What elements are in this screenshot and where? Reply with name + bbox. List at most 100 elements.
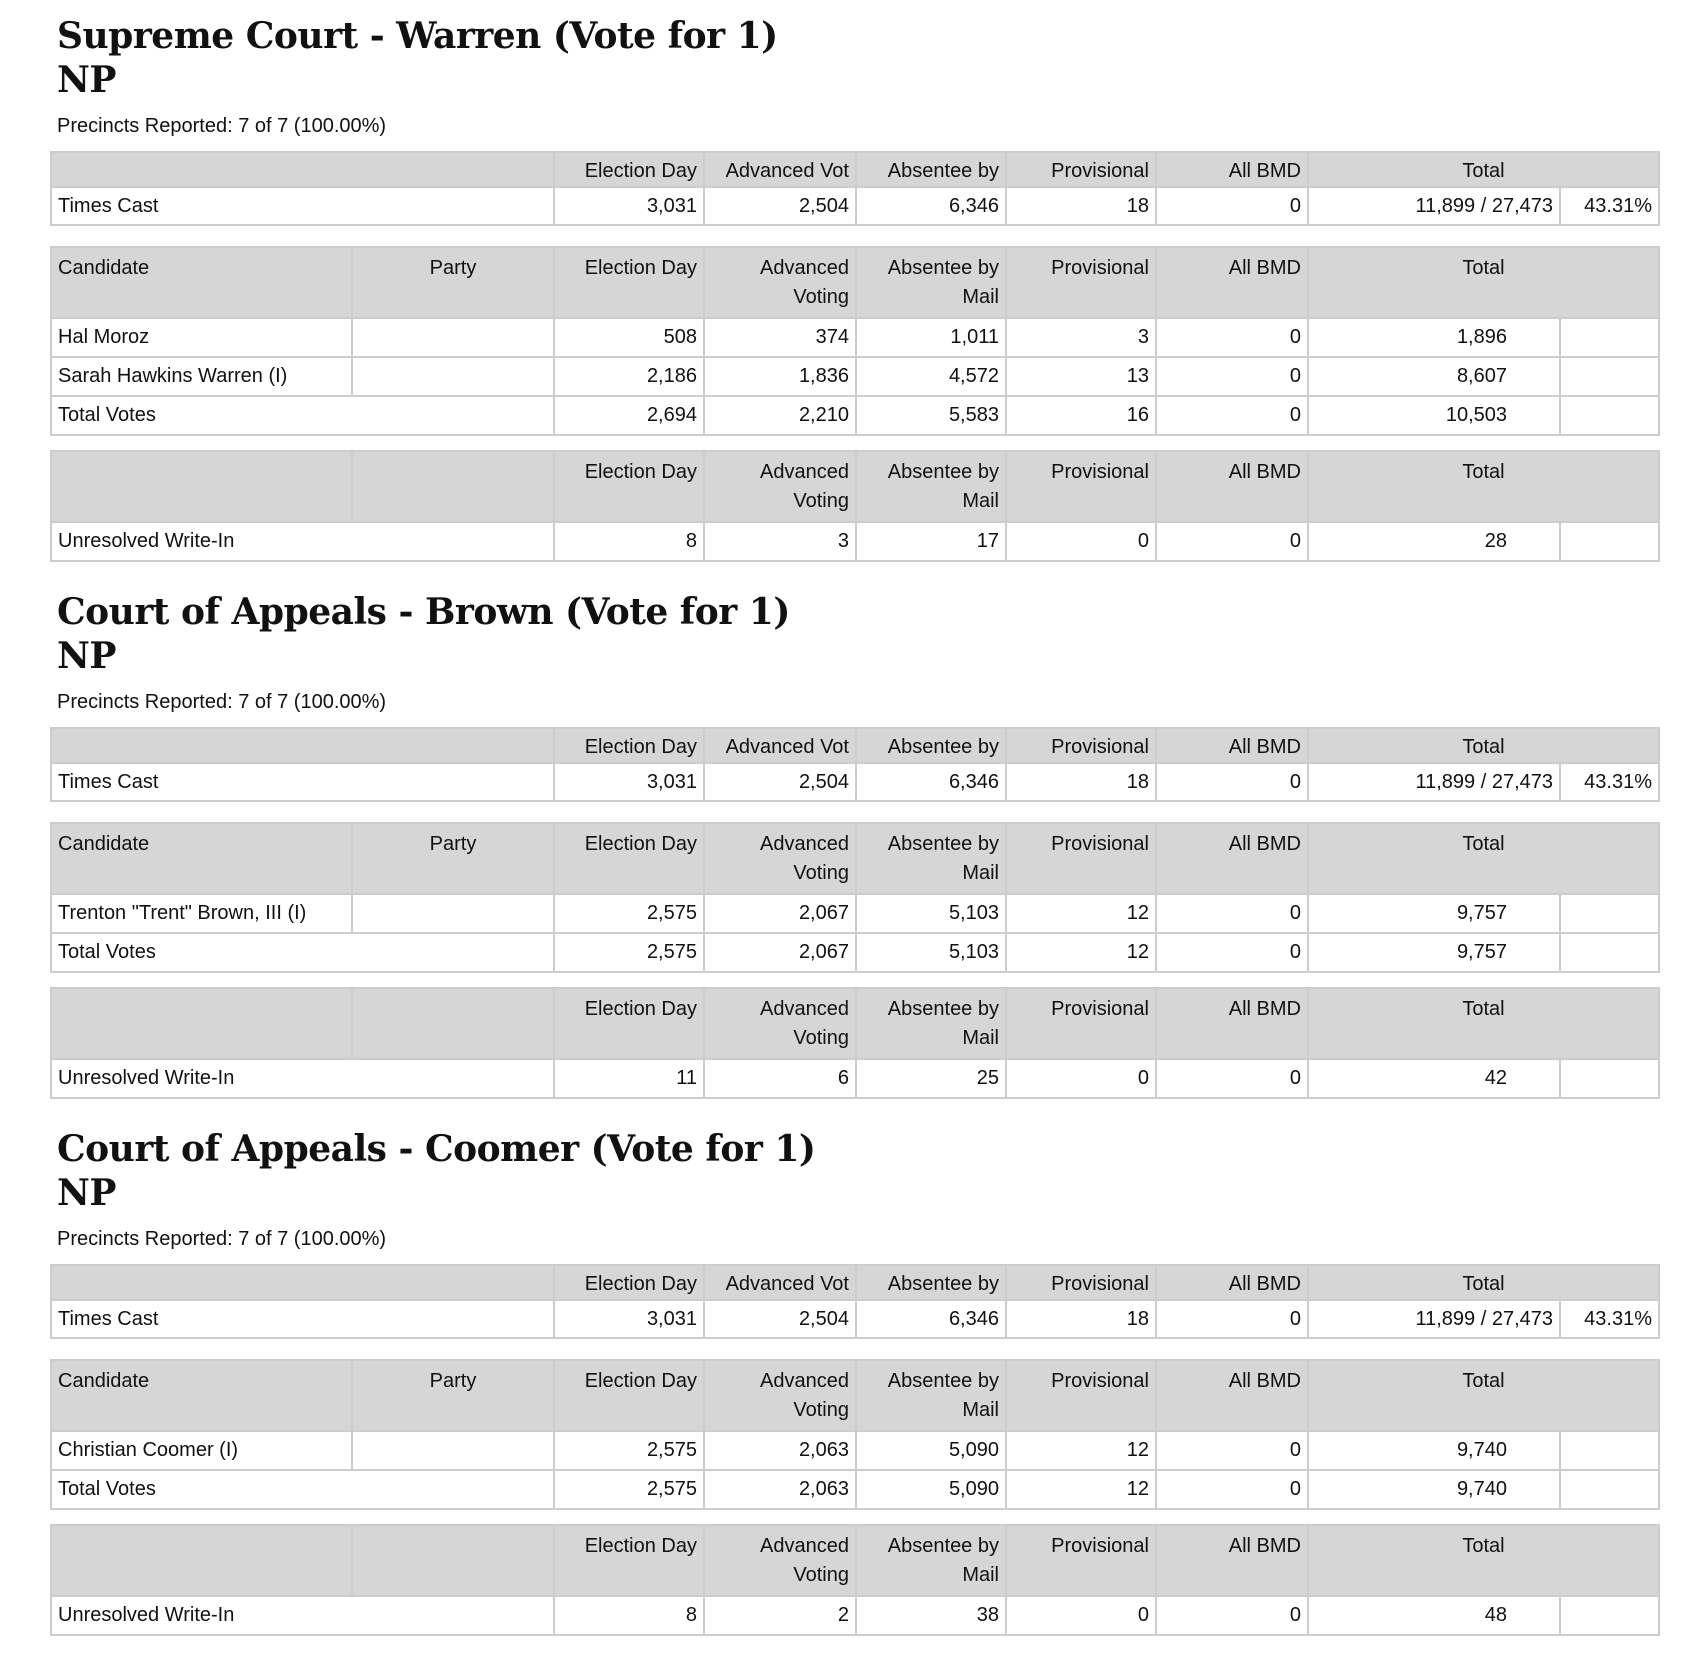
write-in-row: Unresolved Write-In 11 6 25 0 0 42: [50, 1058, 1660, 1099]
party-cell: [351, 356, 555, 397]
all-bmd-cell: 0: [1155, 932, 1309, 973]
advanced-voting-cell: 1,836: [703, 356, 857, 397]
absentee-by-mail-cell: 17: [855, 521, 1007, 562]
turnout-percent-cell: 43.31%: [1559, 1299, 1660, 1339]
election-day-header: Election Day: [553, 1264, 705, 1301]
absentee-by-mail-header: Absentee by Mail: [855, 822, 1007, 895]
table-header-row: Candidate Party Election Day Advanced Votin…: [50, 822, 1660, 895]
contest-section: Court of Appeals - Coomer (Vote for 1) NP…: [50, 1127, 1660, 1664]
provisional-cell: 12: [1005, 893, 1157, 934]
election-day-header: Election Day: [553, 727, 705, 764]
advanced-voting-header: Advanced Voting: [703, 1359, 857, 1432]
absentee-by-mail-cell: 38: [855, 1595, 1007, 1636]
all-bmd-cell: 0: [1155, 1430, 1309, 1471]
table-header-row: Election Day Advanced Vot Absentee by Provi…: [50, 727, 1660, 764]
absentee-by-mail-header: Absentee by: [855, 1264, 1007, 1301]
row-label: Times Cast: [50, 762, 555, 802]
election-day-header: Election Day: [553, 450, 705, 523]
provisional-cell: 18: [1005, 186, 1157, 226]
candidate-name: Sarah Hawkins Warren (I): [50, 356, 353, 397]
advanced-voting-header: Advanced Voting: [703, 1524, 857, 1597]
provisional-header: Provisional: [1005, 822, 1157, 895]
election-day-cell: 2,575: [553, 1469, 705, 1510]
percent-cell: [1559, 1469, 1660, 1510]
absentee-by-mail-header: Absentee by: [855, 151, 1007, 188]
table-row: Trenton "Trent" Brown, III (I) 2,575 2,067…: [50, 893, 1660, 934]
total-votes-row: Total Votes 2,575 2,063 5,090 12 0 9,740: [50, 1469, 1660, 1510]
total-cell: 11,899 / 27,473: [1307, 1299, 1561, 1339]
absentee-by-mail-cell: 5,103: [855, 932, 1007, 973]
absentee-by-mail-cell: 5,103: [855, 893, 1007, 934]
provisional-cell: 3: [1005, 317, 1157, 358]
advanced-voting-cell: 2: [703, 1595, 857, 1636]
percent-cell: [1559, 317, 1660, 358]
advanced-voting-cell: 2,067: [703, 893, 857, 934]
total-cell: 1,896: [1307, 317, 1561, 358]
row-label: Unresolved Write-In: [50, 1058, 555, 1099]
table-header-row: Candidate Party Election Day Advanced Votin…: [50, 1359, 1660, 1432]
write-in-table: Election Day Advanced Voting Absentee by M…: [50, 987, 1660, 1099]
total-header: Total: [1307, 1359, 1660, 1432]
total-header: Total: [1307, 987, 1660, 1060]
party-cell: [351, 1430, 555, 1471]
absentee-by-mail-header: Absentee by Mail: [855, 246, 1007, 319]
times-cast-row: Times Cast 3,031 2,504 6,346 18 0 11,899 / 27,…: [50, 762, 1660, 802]
write-in-row: Unresolved Write-In 8 2 38 0 0 48: [50, 1595, 1660, 1636]
total-cell: 10,503: [1307, 395, 1561, 436]
all-bmd-header: All BMD: [1155, 727, 1309, 764]
party-header: Party: [351, 246, 555, 319]
percent-cell: [1559, 356, 1660, 397]
all-bmd-header: All BMD: [1155, 987, 1309, 1060]
turnout-percent-cell: 43.31%: [1559, 186, 1660, 226]
party-cell: [351, 317, 555, 358]
election-day-cell: 11: [553, 1058, 705, 1099]
candidate-name: Trenton "Trent" Brown, III (I): [50, 893, 353, 934]
all-bmd-cell: 0: [1155, 893, 1309, 934]
absentee-by-mail-cell: 6,346: [855, 1299, 1007, 1339]
election-day-cell: 3,031: [553, 762, 705, 802]
provisional-header: Provisional: [1005, 1264, 1157, 1301]
absentee-by-mail-cell: 4,572: [855, 356, 1007, 397]
blank-header: [50, 151, 555, 188]
precincts-reported: Precincts Reported: 7 of 7 (100.00%): [57, 1228, 387, 1250]
provisional-cell: 0: [1005, 1058, 1157, 1099]
advanced-voting-header: Advanced Vot: [703, 1264, 857, 1301]
spacer: [50, 1636, 1658, 1664]
table-header-row: Election Day Advanced Voting Absentee by M…: [50, 987, 1660, 1060]
election-day-cell: 3,031: [553, 186, 705, 226]
election-day-cell: 8: [553, 1595, 705, 1636]
election-day-header: Election Day: [553, 1524, 705, 1597]
total-header: Total: [1307, 246, 1660, 319]
all-bmd-cell: 0: [1155, 521, 1309, 562]
advanced-voting-header: Advanced Vot: [703, 727, 857, 764]
total-cell: 48: [1307, 1595, 1561, 1636]
all-bmd-header: All BMD: [1155, 246, 1309, 319]
blank-header: [50, 1264, 555, 1301]
advanced-voting-cell: 2,063: [703, 1430, 857, 1471]
percent-cell: [1559, 1595, 1660, 1636]
all-bmd-header: All BMD: [1155, 1359, 1309, 1432]
table-row: Hal Moroz 508 374 1,011 3 0 1,896: [50, 317, 1660, 358]
all-bmd-cell: 0: [1155, 1595, 1309, 1636]
total-cell: 11,899 / 27,473: [1307, 762, 1561, 802]
provisional-cell: 0: [1005, 521, 1157, 562]
total-votes-row: Total Votes 2,575 2,067 5,103 12 0 9,757: [50, 932, 1660, 973]
candidate-header: Candidate: [50, 822, 353, 895]
total-header: Total: [1307, 151, 1660, 188]
election-day-cell: 2,186: [553, 356, 705, 397]
provisional-header: Provisional: [1005, 987, 1157, 1060]
spacer: [50, 226, 1658, 246]
table-header-row: Election Day Advanced Voting Absentee by M…: [50, 1524, 1660, 1597]
contest-section: Supreme Court - Warren (Vote for 1) NP Pre…: [50, 14, 1660, 590]
provisional-header: Provisional: [1005, 727, 1157, 764]
election-day-header: Election Day: [553, 1359, 705, 1432]
blank-header: [50, 1524, 353, 1597]
provisional-cell: 18: [1005, 1299, 1157, 1339]
election-day-cell: 2,575: [553, 1430, 705, 1471]
spacer: [50, 973, 1658, 987]
provisional-cell: 18: [1005, 762, 1157, 802]
all-bmd-header: All BMD: [1155, 1264, 1309, 1301]
total-cell: 28: [1307, 521, 1561, 562]
total-cell: 11,899 / 27,473: [1307, 186, 1561, 226]
total-cell: 9,757: [1307, 932, 1561, 973]
